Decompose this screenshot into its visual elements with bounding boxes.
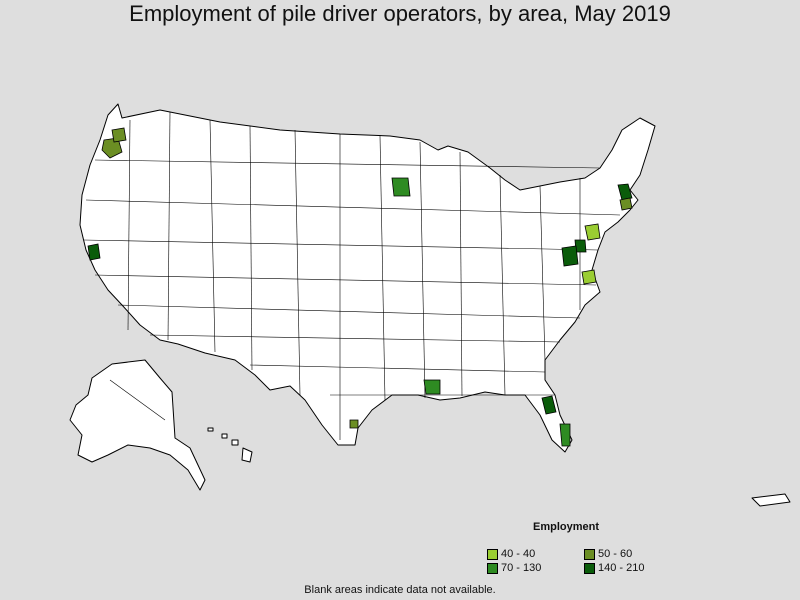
legend-item: 50 - 60 xyxy=(584,548,632,560)
puerto-rico-outline xyxy=(751,493,791,507)
area-washington-dc xyxy=(561,245,579,267)
map-title: Employment of pile driver operators, by … xyxy=(129,1,671,26)
legend-item: 70 - 130 xyxy=(487,562,541,574)
area-seattle-wa xyxy=(111,127,127,143)
legend-item: 140 - 210 xyxy=(584,562,644,574)
area-boundaries xyxy=(83,111,621,440)
area-miami-fl xyxy=(559,423,571,447)
footnote: Blank areas indicate data not available. xyxy=(304,584,496,596)
hawaii-island xyxy=(207,427,214,432)
hawaii-island xyxy=(221,433,228,439)
legend-item: 40 - 40 xyxy=(487,548,535,560)
hawaii-island xyxy=(241,447,253,463)
legend-swatch xyxy=(487,562,498,574)
legend-swatch xyxy=(584,548,595,560)
legend-title: Employment xyxy=(533,521,600,533)
legend-label: 140 - 210 xyxy=(598,562,645,574)
legend-label: 50 - 60 xyxy=(598,548,633,560)
area-minneapolis-mn xyxy=(391,177,411,197)
hawaii-island xyxy=(231,439,239,446)
area-new-orleans-la xyxy=(423,379,441,395)
legend-label: 40 - 40 xyxy=(501,548,536,560)
alaska-outline xyxy=(69,359,206,491)
area-new-york-ny xyxy=(584,223,601,241)
area-tampa-fl xyxy=(541,395,557,415)
area-san-francisco-ca xyxy=(87,243,101,261)
legend-label: 70 - 130 xyxy=(501,562,542,574)
area-corpus-christi-tx xyxy=(349,419,359,429)
employment-areas xyxy=(87,127,633,447)
area-virginia-beach-va xyxy=(581,269,597,285)
area-boston-ma xyxy=(617,183,633,201)
legend-swatch xyxy=(487,548,498,560)
area-providence-ri xyxy=(619,197,633,211)
legend-swatch xyxy=(584,562,595,574)
contiguous-us-outline xyxy=(79,103,656,453)
